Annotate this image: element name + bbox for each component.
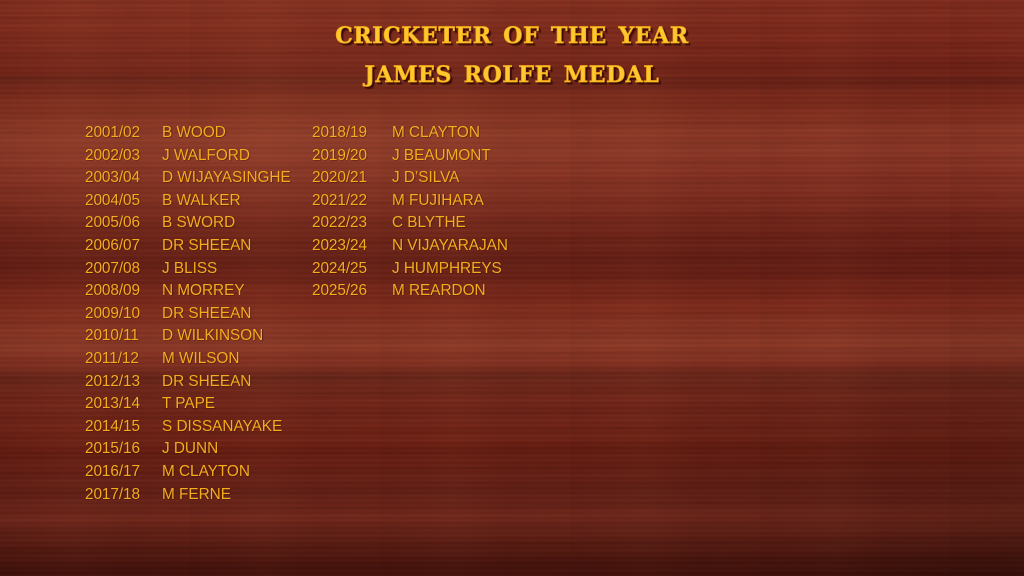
honour-roll-column-one: 2001/02 B WOOD 2002/03 J WALFORD 2003/04 D WI…: [85, 122, 291, 506]
honour-roll-recipient: J D’SILVA: [392, 169, 460, 187]
honour-roll-row: 2007/08 J BLISS: [85, 258, 291, 281]
honour-roll: 2001/02 B WOOD 2002/03 J WALFORD 2003/04 D WI…: [0, 122, 1024, 503]
honour-roll-recipient: M CLAYTON: [162, 462, 250, 480]
honour-roll-season: 2001/02: [85, 124, 140, 141]
honour-roll-season: 2025/26: [312, 282, 367, 300]
honour-roll-row: 2017/18 M FERNE: [85, 484, 291, 507]
honour-roll-season: 2003/04: [85, 169, 140, 187]
slide-title-line-2: James Rolfe Medal: [364, 52, 660, 90]
honour-roll-recipient: D WIJAYASINGHE: [162, 169, 291, 187]
honour-roll-recipient: N VIJAYARAJAN: [392, 236, 508, 254]
honour-roll-row: 2003/04 D WIJAYASINGHE: [85, 167, 291, 190]
honour-roll-recipient: B WALKER: [162, 191, 241, 209]
honour-roll-recipient: M CLAYTON: [392, 124, 480, 141]
honour-roll-row: 2013/14 T PAPE: [85, 393, 291, 416]
honour-roll-recipient: DR SHEEAN: [162, 236, 252, 254]
honour-roll-season: 2021/22: [312, 191, 367, 209]
honour-roll-row: 2011/12 M WILSON: [85, 348, 291, 371]
honour-roll-row: 2001/02 B WOOD: [85, 122, 291, 145]
honour-roll-season: 2023/24: [312, 236, 367, 254]
honour-roll-row: 2023/24 N VIJAYARAJAN: [312, 235, 508, 258]
honour-roll-season: 2018/19: [312, 124, 367, 141]
honour-roll-row: 2006/07 DR SHEEAN: [85, 235, 291, 258]
honour-roll-recipient: T PAPE: [162, 395, 216, 413]
honour-roll-season: 2007/08: [85, 259, 140, 277]
honour-roll-season: 2011/12: [85, 349, 139, 367]
honour-roll-row: 2004/05 B WALKER: [85, 190, 291, 213]
honour-roll-recipient: J BLISS: [162, 259, 218, 277]
honour-roll-season: 2014/15: [85, 417, 140, 435]
honour-roll-recipient: J WALFORD: [162, 146, 250, 164]
honour-roll-row: 2021/22 M FUJIHARA: [312, 190, 508, 213]
honour-roll-recipient: DR SHEEAN: [162, 304, 252, 322]
honour-roll-row: 2010/11 D WILKINSON: [85, 325, 291, 348]
honour-roll-recipient: D WILKINSON: [162, 327, 264, 345]
honour-roll-season: 2019/20: [312, 146, 367, 164]
honour-roll-recipient: J BEAUMONT: [392, 146, 491, 164]
honour-roll-season: 2008/09: [85, 282, 140, 300]
slide-title-line-1: Cricketer of the Year: [335, 13, 689, 51]
honour-roll-season: 2002/03: [85, 146, 140, 164]
honour-roll-season: 2017/18: [85, 485, 140, 503]
honour-roll-row: 2020/21 J D’SILVA: [312, 167, 508, 190]
honour-roll-season: 2016/17: [85, 462, 140, 480]
honour-roll-row: 2015/16 J DUNN: [85, 438, 291, 461]
honour-roll-season: 2010/11: [85, 327, 139, 345]
honour-roll-season: 2006/07: [85, 236, 140, 254]
honour-roll-season: 2015/16: [85, 440, 140, 458]
honour-roll-recipient: J HUMPHREYS: [392, 259, 502, 277]
honour-roll-column-two: 2018/19 M CLAYTON 2019/20 J BEAUMONT 2020/21…: [312, 122, 508, 303]
honour-roll-recipient: J DUNN: [162, 440, 219, 458]
honour-roll-row: 2005/06 B SWORD: [85, 212, 291, 235]
honour-roll-recipient: M REARDON: [392, 282, 486, 300]
honour-roll-row: 2008/09 N MORREY: [85, 280, 291, 303]
honour-roll-season: 2004/05: [85, 191, 140, 209]
honour-roll-season: 2022/23: [312, 214, 367, 232]
honour-roll-recipient: C BLYTHE: [392, 214, 466, 232]
honour-roll-recipient: S DISSANAYAKE: [162, 417, 283, 435]
honour-roll-recipient: B SWORD: [162, 214, 236, 232]
honour-roll-row: 2019/20 J BEAUMONT: [312, 145, 508, 168]
honour-roll-row: 2009/10 DR SHEEAN: [85, 303, 291, 326]
honour-roll-row: 2018/19 M CLAYTON: [312, 122, 508, 145]
honour-roll-recipient: B WOOD: [162, 124, 226, 141]
honour-roll-season: 2024/25: [312, 259, 367, 277]
honour-roll-season: 2009/10: [85, 304, 140, 322]
honour-roll-recipient: M WILSON: [162, 349, 240, 367]
honour-roll-row: 2022/23 C BLYTHE: [312, 212, 508, 235]
honour-roll-season: 2013/14: [85, 395, 140, 413]
honour-roll-row: 2024/25 J HUMPHREYS: [312, 258, 508, 281]
slide-title: Cricketer of the Year James Rolfe Medal: [0, 13, 1024, 90]
honour-roll-season: 2020/21: [312, 169, 367, 187]
honour-roll-recipient: M FERNE: [162, 485, 231, 503]
honour-roll-recipient: M FUJIHARA: [392, 191, 484, 209]
honour-roll-recipient: N MORREY: [162, 282, 245, 300]
honour-roll-recipient: DR SHEEAN: [162, 372, 252, 390]
honour-roll-season: 2012/13: [85, 372, 140, 390]
honour-roll-row: 2012/13 DR SHEEAN: [85, 371, 291, 394]
honour-roll-row: 2025/26 M REARDON: [312, 280, 508, 303]
honour-roll-row: 2014/15 S DISSANAYAKE: [85, 416, 291, 439]
honour-roll-row: 2016/17 M CLAYTON: [85, 461, 291, 484]
honour-roll-row: 2002/03 J WALFORD: [85, 145, 291, 168]
honour-roll-season: 2005/06: [85, 214, 140, 232]
